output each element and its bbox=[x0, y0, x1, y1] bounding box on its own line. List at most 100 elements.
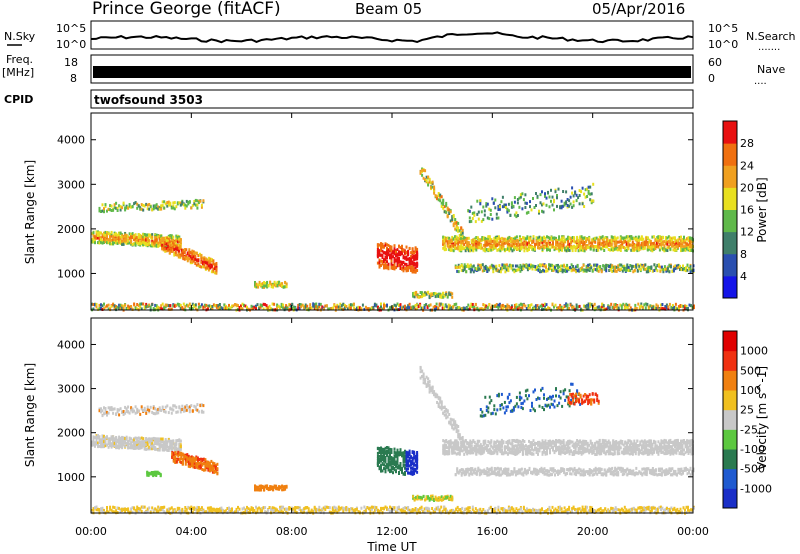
data-cell bbox=[624, 236, 627, 240]
data-cell bbox=[127, 307, 130, 311]
data-cell bbox=[679, 268, 681, 271]
data-cell bbox=[285, 304, 288, 308]
data-cell bbox=[160, 443, 163, 447]
nsearch-tick-top: 10^5 bbox=[708, 22, 738, 35]
data-cell bbox=[606, 245, 609, 249]
data-cell bbox=[516, 268, 519, 272]
data-cell bbox=[315, 305, 318, 309]
data-cell bbox=[125, 441, 128, 445]
data-cell bbox=[674, 267, 677, 271]
data-cell bbox=[390, 262, 393, 266]
data-cell bbox=[535, 192, 537, 195]
data-cell bbox=[623, 307, 626, 311]
data-cell bbox=[630, 243, 633, 247]
data-cell bbox=[493, 239, 496, 243]
data-cell bbox=[206, 266, 209, 270]
data-cell bbox=[674, 302, 677, 306]
data-cell bbox=[594, 263, 597, 267]
data-cell bbox=[454, 227, 457, 231]
data-cell bbox=[580, 237, 583, 241]
data-cell bbox=[664, 236, 667, 239]
data-cell bbox=[101, 445, 104, 449]
data-cell bbox=[235, 303, 238, 307]
data-cell bbox=[618, 246, 621, 250]
data-cell bbox=[442, 295, 445, 299]
data-cell bbox=[442, 206, 445, 210]
data-cell bbox=[185, 408, 188, 412]
data-cell bbox=[550, 236, 553, 240]
data-cell bbox=[468, 264, 471, 268]
data-cell bbox=[136, 410, 139, 414]
data-cell bbox=[381, 245, 384, 249]
data-cell bbox=[580, 246, 583, 250]
data-cell bbox=[662, 267, 665, 271]
data-cell bbox=[181, 462, 184, 466]
data-cell bbox=[121, 240, 124, 244]
data-cell bbox=[469, 263, 472, 267]
data-cell bbox=[142, 237, 145, 241]
data-cell bbox=[498, 207, 501, 211]
data-cell bbox=[157, 305, 160, 309]
data-cell bbox=[454, 235, 457, 239]
data-cell bbox=[393, 261, 396, 265]
data-cell bbox=[485, 242, 488, 246]
data-cell bbox=[521, 207, 524, 211]
data-cell bbox=[191, 253, 194, 257]
data-cell bbox=[151, 303, 154, 307]
data-cell bbox=[576, 269, 579, 273]
data-cell bbox=[563, 203, 566, 207]
data-cell bbox=[592, 248, 595, 252]
data-cell bbox=[574, 245, 577, 249]
data-cell bbox=[376, 243, 379, 247]
data-cell bbox=[573, 236, 576, 240]
data-cell bbox=[565, 247, 568, 251]
data-cell bbox=[442, 202, 445, 206]
data-cell bbox=[445, 292, 448, 296]
data-cell bbox=[587, 263, 590, 267]
data-cell bbox=[142, 440, 145, 444]
data-cell bbox=[675, 248, 678, 252]
data-cell bbox=[545, 269, 547, 273]
data-cell bbox=[95, 236, 98, 240]
data-cell bbox=[193, 202, 196, 206]
data-cell bbox=[179, 242, 182, 246]
data-cell bbox=[460, 233, 463, 236]
data-cell bbox=[670, 306, 673, 309]
data-cell bbox=[178, 235, 181, 239]
data-cell bbox=[617, 264, 620, 268]
data-cell bbox=[113, 304, 116, 308]
data-cell bbox=[668, 263, 671, 267]
data-cell bbox=[574, 191, 577, 195]
data-cell bbox=[449, 248, 452, 252]
data-cell bbox=[499, 267, 502, 271]
data-cell bbox=[155, 236, 158, 240]
data-cell bbox=[122, 203, 125, 207]
data-cell bbox=[389, 245, 391, 249]
velocity-marks bbox=[91, 365, 695, 515]
data-cell bbox=[610, 243, 613, 246]
data-cell bbox=[552, 268, 555, 272]
data-cell bbox=[94, 441, 96, 445]
data-cell bbox=[532, 197, 534, 200]
data-cell bbox=[475, 248, 478, 252]
data-cell bbox=[625, 302, 628, 306]
data-cell bbox=[542, 263, 544, 267]
data-cell bbox=[508, 249, 511, 253]
data-cell bbox=[585, 240, 588, 243]
data-cell bbox=[510, 306, 513, 310]
data-cell bbox=[188, 410, 191, 414]
data-cell bbox=[455, 306, 458, 310]
data-cell bbox=[183, 455, 186, 459]
data-cell bbox=[604, 307, 607, 311]
data-cell bbox=[188, 408, 191, 412]
data-cell bbox=[511, 268, 514, 272]
data-cell bbox=[194, 262, 197, 265]
data-cell bbox=[112, 435, 115, 439]
data-cell bbox=[494, 235, 497, 239]
data-cell bbox=[470, 219, 473, 223]
data-cell bbox=[454, 246, 457, 250]
data-cell bbox=[524, 237, 527, 241]
data-cell bbox=[550, 199, 552, 203]
data-cell bbox=[104, 411, 107, 415]
data-cell bbox=[98, 409, 101, 413]
